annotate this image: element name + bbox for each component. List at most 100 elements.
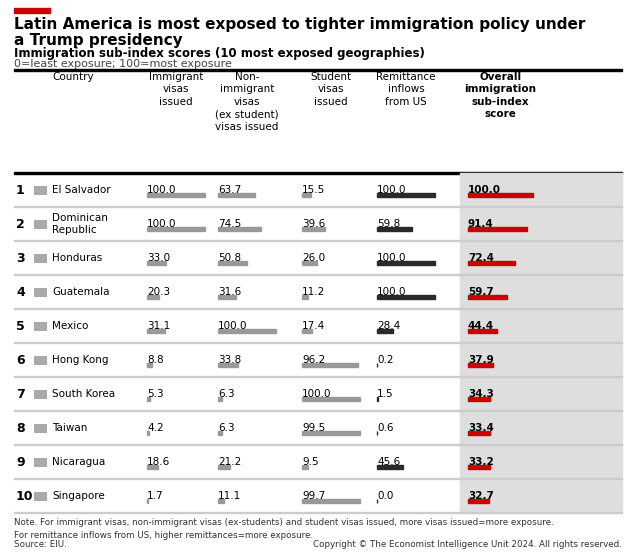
Text: 11.2: 11.2: [302, 287, 325, 297]
Bar: [377, 227, 411, 231]
Bar: [218, 329, 276, 333]
Bar: [147, 499, 148, 503]
Bar: [218, 193, 255, 197]
Text: 39.6: 39.6: [302, 219, 325, 229]
Text: Overall
immigration
sub-index
score: Overall immigration sub-index score: [465, 72, 536, 119]
Bar: [468, 227, 527, 231]
Bar: [147, 227, 205, 231]
Bar: [468, 329, 497, 333]
Bar: [302, 329, 312, 333]
Bar: [147, 193, 205, 197]
Text: 31.1: 31.1: [147, 321, 171, 331]
Text: South Korea: South Korea: [52, 389, 115, 399]
Text: 4: 4: [16, 286, 25, 298]
Text: Copyright © The Economist Intelligence Unit 2024. All rights reserved.: Copyright © The Economist Intelligence U…: [313, 540, 622, 549]
Text: 99.7: 99.7: [302, 491, 325, 501]
Text: Immigrant
visas
issued: Immigrant visas issued: [149, 72, 203, 107]
Text: 21.2: 21.2: [218, 457, 242, 467]
Text: 8.8: 8.8: [147, 355, 164, 365]
Text: 34.3: 34.3: [468, 389, 494, 399]
Text: Student
visas
issued: Student visas issued: [311, 72, 352, 107]
Text: 15.5: 15.5: [302, 185, 325, 195]
Text: 100.0: 100.0: [302, 389, 332, 399]
Text: Remittance
inflows
from US: Remittance inflows from US: [376, 72, 436, 107]
Bar: [377, 295, 435, 299]
Bar: [34, 424, 47, 433]
Text: 100.0: 100.0: [377, 185, 406, 195]
Bar: [302, 261, 317, 265]
Bar: [468, 431, 489, 435]
Bar: [34, 186, 47, 195]
Text: 32.7: 32.7: [468, 491, 494, 501]
Text: El Salvador: El Salvador: [52, 185, 110, 195]
Bar: [14, 172, 622, 174]
Bar: [14, 240, 622, 241]
Text: 0=least exposure; 100=most exposure: 0=least exposure; 100=most exposure: [14, 59, 232, 69]
Text: Guatemala: Guatemala: [52, 287, 110, 297]
Text: 7: 7: [16, 388, 25, 400]
Bar: [302, 363, 358, 367]
Text: 37.9: 37.9: [468, 355, 494, 365]
Text: 99.5: 99.5: [302, 423, 325, 433]
Bar: [302, 397, 360, 401]
Text: 74.5: 74.5: [218, 219, 242, 229]
Text: 6.3: 6.3: [218, 423, 235, 433]
Text: Nicaragua: Nicaragua: [52, 457, 105, 467]
Bar: [147, 431, 150, 435]
Text: 20.3: 20.3: [147, 287, 170, 297]
Text: 18.6: 18.6: [147, 457, 171, 467]
Text: 6: 6: [16, 353, 25, 366]
Bar: [377, 261, 435, 265]
Bar: [468, 193, 533, 197]
Bar: [34, 322, 47, 331]
Bar: [302, 295, 309, 299]
Bar: [460, 173, 622, 513]
Bar: [218, 261, 247, 265]
Text: 2: 2: [16, 217, 25, 231]
Bar: [468, 363, 493, 367]
Text: Hong Kong: Hong Kong: [52, 355, 108, 365]
Bar: [468, 465, 489, 469]
Text: 9: 9: [16, 455, 25, 469]
Text: 28.4: 28.4: [377, 321, 400, 331]
Text: 100.0: 100.0: [377, 287, 406, 297]
Text: 100.0: 100.0: [468, 185, 501, 195]
Bar: [218, 431, 222, 435]
Bar: [14, 376, 622, 377]
Bar: [377, 465, 403, 469]
Text: 1.7: 1.7: [147, 491, 164, 501]
Text: 33.4: 33.4: [468, 423, 494, 433]
Bar: [218, 397, 222, 401]
Bar: [34, 288, 47, 297]
Bar: [302, 193, 311, 197]
Bar: [302, 227, 325, 231]
Text: 17.4: 17.4: [302, 321, 325, 331]
Bar: [14, 69, 622, 71]
Text: 100.0: 100.0: [147, 219, 176, 229]
Text: 59.8: 59.8: [377, 219, 400, 229]
Text: 26.0: 26.0: [302, 253, 325, 263]
Text: 1.5: 1.5: [377, 389, 394, 399]
Text: Note. For immigrant visas, non-immigrant visas (ex-students) and student visas i: Note. For immigrant visas, non-immigrant…: [14, 518, 553, 539]
Bar: [377, 329, 394, 333]
Text: 3: 3: [16, 251, 25, 264]
Bar: [218, 295, 236, 299]
Text: 8: 8: [16, 422, 25, 435]
Bar: [14, 478, 622, 479]
Bar: [14, 342, 622, 343]
Text: 33.8: 33.8: [218, 355, 242, 365]
Text: 59.7: 59.7: [468, 287, 494, 297]
Bar: [468, 499, 489, 503]
Text: 1: 1: [16, 184, 25, 197]
Bar: [302, 431, 359, 435]
Text: Honduras: Honduras: [52, 253, 102, 263]
Text: 72.4: 72.4: [468, 253, 494, 263]
Text: 33.0: 33.0: [147, 253, 170, 263]
Text: 33.2: 33.2: [468, 457, 494, 467]
Text: 63.7: 63.7: [218, 185, 242, 195]
Bar: [218, 363, 238, 367]
Bar: [14, 410, 622, 411]
Text: Immigration sub-index scores (10 most exposed geographies): Immigration sub-index scores (10 most ex…: [14, 47, 425, 60]
Text: 0.6: 0.6: [377, 423, 394, 433]
Text: 0.0: 0.0: [377, 491, 393, 501]
